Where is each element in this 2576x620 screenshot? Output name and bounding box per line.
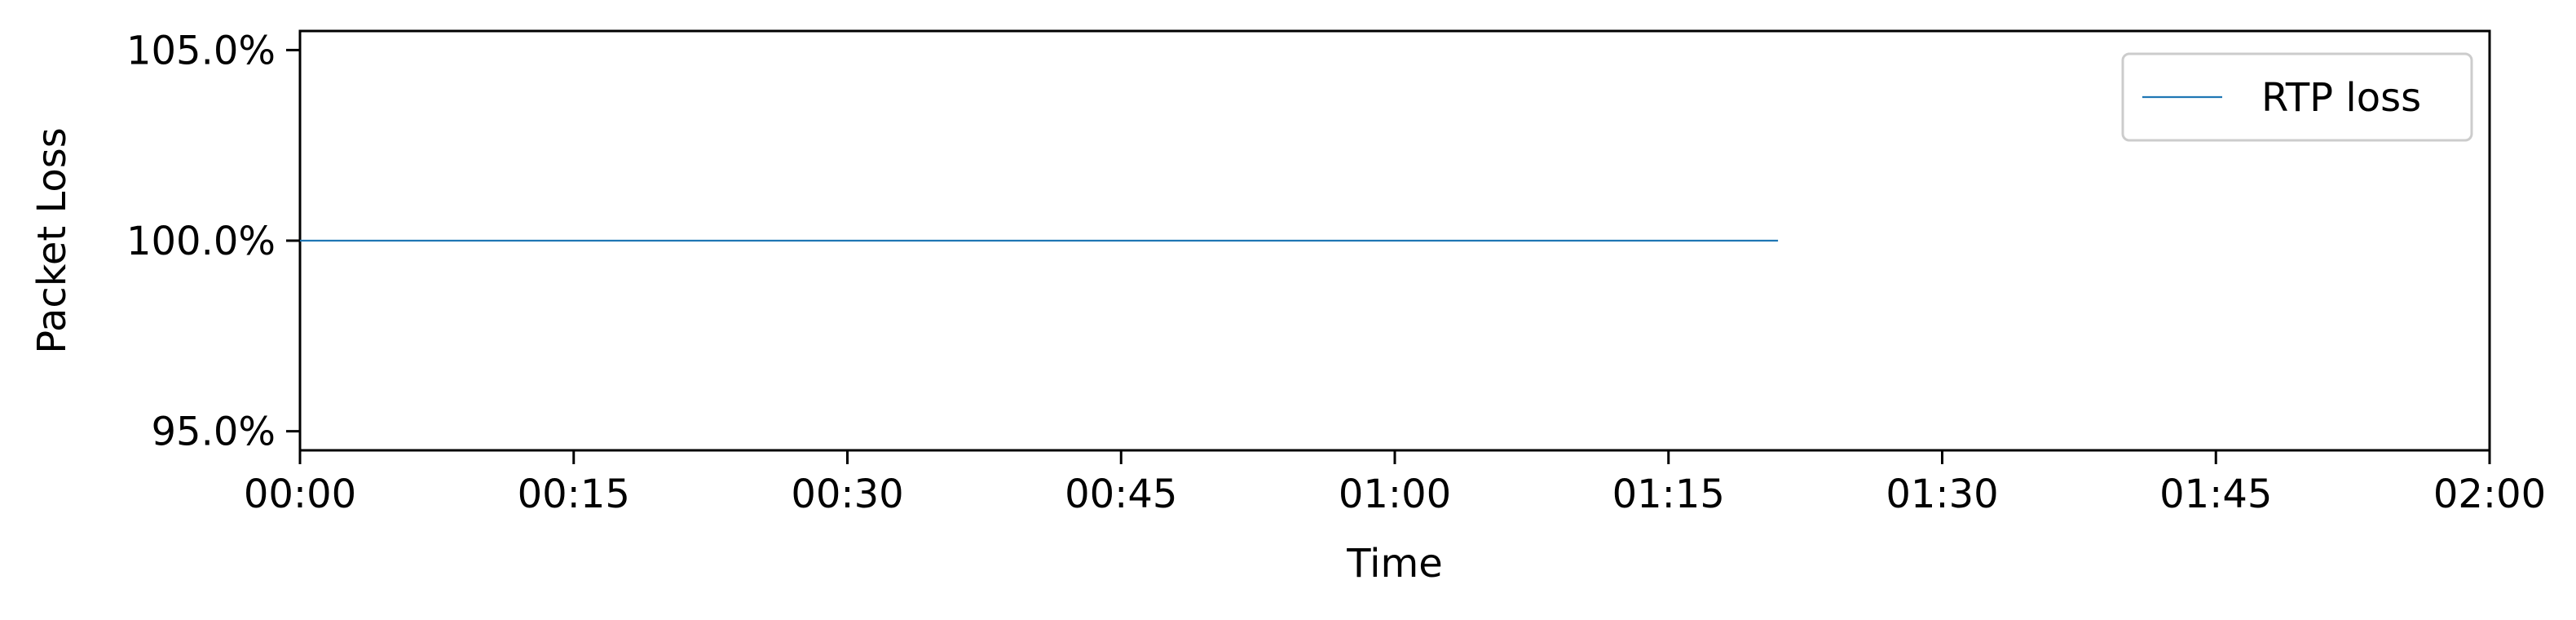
x-tick-label: 01:15 <box>1612 472 1725 517</box>
x-tick-label: 00:30 <box>791 472 903 517</box>
y-tick-label: 95.0% <box>152 410 276 455</box>
x-tick-label: 00:15 <box>518 472 630 517</box>
legend-label: RTP loss <box>2261 75 2421 121</box>
legend: RTP loss <box>2121 52 2473 142</box>
x-tick-label: 00:45 <box>1065 472 1177 517</box>
y-tick-label: 105.0% <box>126 28 276 73</box>
axes-layer: 00:00 00:15 00:30 00:45 01:00 01:15 01:30 01:45… <box>126 28 2546 517</box>
x-tick-label: 01:30 <box>1886 472 1998 517</box>
y-axis-title: Packet Loss <box>29 127 75 354</box>
x-axis-title: Time <box>1346 541 1442 587</box>
x-tick-label: 01:45 <box>2159 472 2272 517</box>
x-tick-label: 01:00 <box>1339 472 1451 517</box>
x-tick-label: 00:00 <box>244 472 356 517</box>
x-tick-label: 02:00 <box>2433 472 2546 517</box>
legend-box <box>2121 52 2473 142</box>
y-tick-label: 100.0% <box>126 219 276 264</box>
